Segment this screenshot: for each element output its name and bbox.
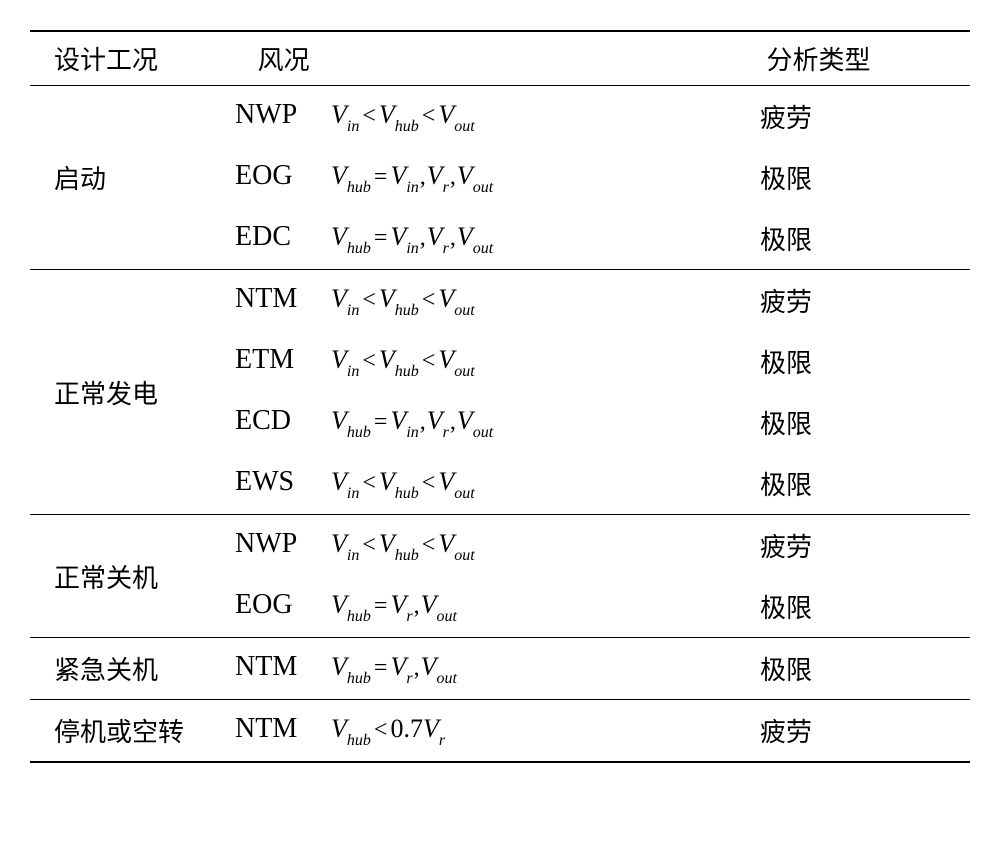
wind-model-code: EDC xyxy=(235,221,331,253)
analysis-type-cell: 极限 xyxy=(760,343,970,380)
section-rows: NWPVin<Vhub<Vout疲劳EOGVhub=Vr,Vout极限 xyxy=(235,515,970,637)
wind-formula: Vhub=Vin,Vr,Vout xyxy=(331,222,493,256)
section-rows: NTMVhub<0.7Vr疲劳 xyxy=(235,700,970,761)
analysis-type-cell: 极限 xyxy=(760,588,970,625)
wind-model-code: NWP xyxy=(235,528,331,560)
wind-formula: Vhub=Vr,Vout xyxy=(331,590,457,624)
analysis-type-cell: 极限 xyxy=(760,650,970,687)
wind-model-code: NTM xyxy=(235,713,331,745)
header-design-condition: 设计工况 xyxy=(30,40,258,77)
table-row: EOGVhub=Vr,Vout极限 xyxy=(235,576,970,637)
wind-formula: Vin<Vhub<Vout xyxy=(331,467,475,501)
table-header-row: 设计工况 风况 分析类型 xyxy=(30,32,970,86)
design-condition-cell: 停机或空转 xyxy=(30,700,235,761)
wind-formula: Vin<Vhub<Vout xyxy=(331,345,475,379)
analysis-type-cell: 极限 xyxy=(760,404,970,441)
table-section: 启动NWPVin<Vhub<Vout疲劳EOGVhub=Vin,Vr,Vout极… xyxy=(30,86,970,270)
design-condition-cell: 紧急关机 xyxy=(30,638,235,699)
design-condition-cell: 正常关机 xyxy=(30,515,235,637)
table-row: EWSVin<Vhub<Vout极限 xyxy=(235,453,970,514)
wind-model-code: EWS xyxy=(235,466,331,498)
wind-condition-cell: EOGVhub=Vr,Vout xyxy=(235,589,760,624)
wind-formula: Vhub=Vin,Vr,Vout xyxy=(331,406,493,440)
table-section: 正常关机NWPVin<Vhub<Vout疲劳EOGVhub=Vr,Vout极限 xyxy=(30,515,970,638)
wind-formula: Vhub=Vin,Vr,Vout xyxy=(331,161,493,195)
wind-condition-cell: ETMVin<Vhub<Vout xyxy=(235,344,760,379)
wind-model-code: ETM xyxy=(235,344,331,376)
wind-condition-cell: EWSVin<Vhub<Vout xyxy=(235,466,760,501)
table-row: NTMVhub=Vr,Vout极限 xyxy=(235,638,970,699)
header-wind-condition: 风况 xyxy=(258,40,767,77)
wind-formula: Vin<Vhub<Vout xyxy=(331,529,475,563)
analysis-type-cell: 疲劳 xyxy=(760,98,970,135)
wind-condition-cell: EOGVhub=Vin,Vr,Vout xyxy=(235,160,760,195)
wind-model-code: EOG xyxy=(235,160,331,192)
load-case-table: 设计工况 风况 分析类型 启动NWPVin<Vhub<Vout疲劳EOGVhub… xyxy=(30,30,970,763)
wind-condition-cell: EDCVhub=Vin,Vr,Vout xyxy=(235,221,760,256)
design-condition-cell: 启动 xyxy=(30,86,235,269)
table-row: ETMVin<Vhub<Vout极限 xyxy=(235,331,970,392)
wind-formula: Vhub<0.7Vr xyxy=(331,714,445,748)
analysis-type-cell: 疲劳 xyxy=(760,527,970,564)
header-analysis-type: 分析类型 xyxy=(766,40,970,77)
section-rows: NTMVhub=Vr,Vout极限 xyxy=(235,638,970,699)
table-section: 紧急关机NTMVhub=Vr,Vout极限 xyxy=(30,638,970,700)
wind-model-code: NWP xyxy=(235,99,331,131)
table-body: 启动NWPVin<Vhub<Vout疲劳EOGVhub=Vin,Vr,Vout极… xyxy=(30,86,970,761)
wind-model-code: NTM xyxy=(235,283,331,315)
wind-condition-cell: NTMVhub<0.7Vr xyxy=(235,713,760,748)
table-row: EDCVhub=Vin,Vr,Vout极限 xyxy=(235,208,970,269)
analysis-type-cell: 极限 xyxy=(760,465,970,502)
design-condition-cell: 正常发电 xyxy=(30,270,235,514)
table-row: EOGVhub=Vin,Vr,Vout极限 xyxy=(235,147,970,208)
wind-formula: Vin<Vhub<Vout xyxy=(331,100,475,134)
analysis-type-cell: 疲劳 xyxy=(760,282,970,319)
section-rows: NWPVin<Vhub<Vout疲劳EOGVhub=Vin,Vr,Vout极限E… xyxy=(235,86,970,269)
wind-formula: Vin<Vhub<Vout xyxy=(331,284,475,318)
section-rows: NTMVin<Vhub<Vout疲劳ETMVin<Vhub<Vout极限ECDV… xyxy=(235,270,970,514)
wind-condition-cell: ECDVhub=Vin,Vr,Vout xyxy=(235,405,760,440)
wind-formula: Vhub=Vr,Vout xyxy=(331,652,457,686)
table-section: 正常发电NTMVin<Vhub<Vout疲劳ETMVin<Vhub<Vout极限… xyxy=(30,270,970,515)
table-row: NTMVhub<0.7Vr疲劳 xyxy=(235,700,970,761)
wind-condition-cell: NWPVin<Vhub<Vout xyxy=(235,99,760,134)
table-row: NWPVin<Vhub<Vout疲劳 xyxy=(235,515,970,576)
table-row: NWPVin<Vhub<Vout疲劳 xyxy=(235,86,970,147)
table-row: NTMVin<Vhub<Vout疲劳 xyxy=(235,270,970,331)
analysis-type-cell: 极限 xyxy=(760,159,970,196)
wind-condition-cell: NWPVin<Vhub<Vout xyxy=(235,528,760,563)
wind-model-code: NTM xyxy=(235,651,331,683)
table-row: ECDVhub=Vin,Vr,Vout极限 xyxy=(235,392,970,453)
wind-condition-cell: NTMVin<Vhub<Vout xyxy=(235,283,760,318)
analysis-type-cell: 疲劳 xyxy=(760,712,970,749)
wind-condition-cell: NTMVhub=Vr,Vout xyxy=(235,651,760,686)
analysis-type-cell: 极限 xyxy=(760,220,970,257)
wind-model-code: ECD xyxy=(235,405,331,437)
wind-model-code: EOG xyxy=(235,589,331,621)
table-section: 停机或空转NTMVhub<0.7Vr疲劳 xyxy=(30,700,970,761)
